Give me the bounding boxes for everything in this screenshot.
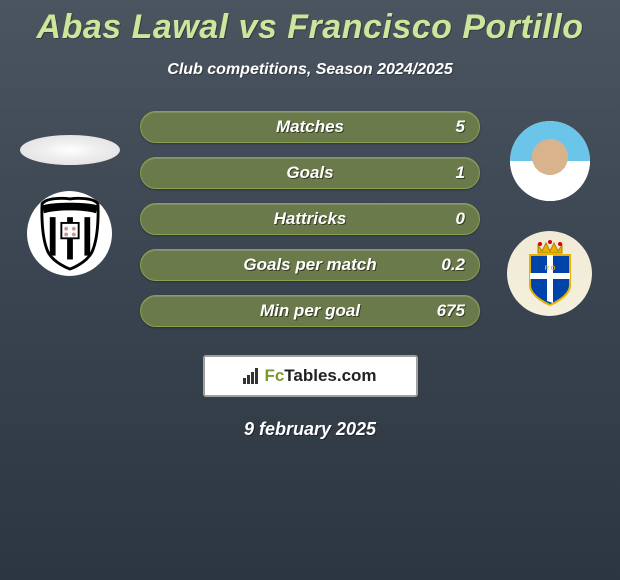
source-prefix: Fc — [264, 366, 284, 385]
stat-bar-goals: Goals 1 — [140, 157, 480, 189]
stat-label: Goals per match — [243, 255, 376, 275]
stat-value: 0 — [456, 209, 465, 229]
date-label: 9 february 2025 — [0, 419, 620, 440]
stat-label: Hattricks — [274, 209, 347, 229]
stat-bars: Matches 5 Goals 1 Hattricks 0 Goals per … — [140, 111, 480, 327]
stat-bar-goals-per-match: Goals per match 0.2 — [140, 249, 480, 281]
stat-label: Min per goal — [260, 301, 360, 321]
stat-value: 5 — [456, 117, 465, 137]
stat-bar-min-per-goal: Min per goal 675 — [140, 295, 480, 327]
stat-label: Matches — [276, 117, 344, 137]
stat-value: 1 — [456, 163, 465, 183]
source-suffix: Tables.com — [284, 366, 376, 385]
player-right-avatar — [510, 121, 590, 201]
source-badge: FcTables.com — [203, 355, 418, 397]
source-text: FcTables.com — [264, 366, 376, 386]
stat-value: 675 — [437, 301, 465, 321]
subtitle: Club competitions, Season 2024/2025 — [0, 61, 620, 79]
club-left-badge — [27, 191, 112, 276]
player-left-avatar — [20, 135, 120, 165]
bars-icon — [243, 368, 258, 384]
crown-icon — [538, 240, 562, 253]
stat-value: 0.2 — [441, 255, 465, 275]
shield-icon — [35, 196, 105, 271]
stat-bar-matches: Matches 5 — [140, 111, 480, 143]
page-title: Abas Lawal vs Francisco Portillo — [0, 0, 620, 47]
stat-label: Goals — [286, 163, 333, 183]
club-right-badge: R O — [507, 231, 592, 316]
svg-text:R O: R O — [544, 266, 555, 272]
comparison-area: R O Matches 5 Goals 1 Hattricks 0 Goals … — [0, 111, 620, 327]
stat-bar-hattricks: Hattricks 0 — [140, 203, 480, 235]
shield-icon: R O — [520, 239, 580, 309]
